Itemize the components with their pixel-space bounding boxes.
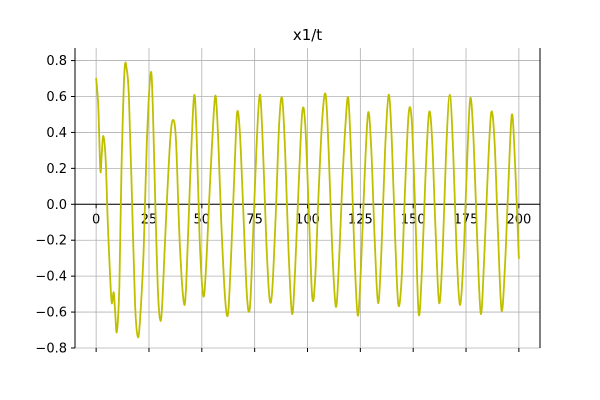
y-tick-label-4: 0.0 bbox=[46, 198, 67, 213]
y-tick-label-5: 0.2 bbox=[46, 162, 67, 177]
y-tick-label-0: −0.8 bbox=[35, 342, 67, 357]
y-tick-label-1: −0.6 bbox=[35, 306, 67, 321]
chart-title: x1/t bbox=[293, 26, 322, 44]
y-tick-label-6: 0.4 bbox=[46, 126, 67, 141]
y-tick-label-3: −0.2 bbox=[35, 234, 67, 249]
axes bbox=[71, 48, 541, 352]
series-layer bbox=[95, 61, 520, 339]
x-tick-label-7: 175 bbox=[454, 212, 479, 227]
x-tick-label-0: 0 bbox=[92, 212, 100, 227]
y-tick-label-2: −0.4 bbox=[35, 270, 67, 285]
tick-labels: 0 25 50 75 100 125 150 175 200−0.8−0.6−0.4−0.20.… bbox=[35, 54, 531, 356]
x-tick-label-5: 125 bbox=[348, 212, 373, 227]
x-tick-label-8: 200 bbox=[506, 212, 531, 227]
x-tick-label-4: 100 bbox=[295, 212, 320, 227]
x-tick-label-6: 150 bbox=[401, 212, 426, 227]
y-tick-label-8: 0.8 bbox=[46, 54, 67, 69]
x-tick-label-2: 50 bbox=[194, 212, 211, 227]
x-tick-label-3: 75 bbox=[246, 212, 263, 227]
y-tick-label-7: 0.6 bbox=[46, 90, 67, 105]
series-line-0 bbox=[95, 61, 520, 339]
